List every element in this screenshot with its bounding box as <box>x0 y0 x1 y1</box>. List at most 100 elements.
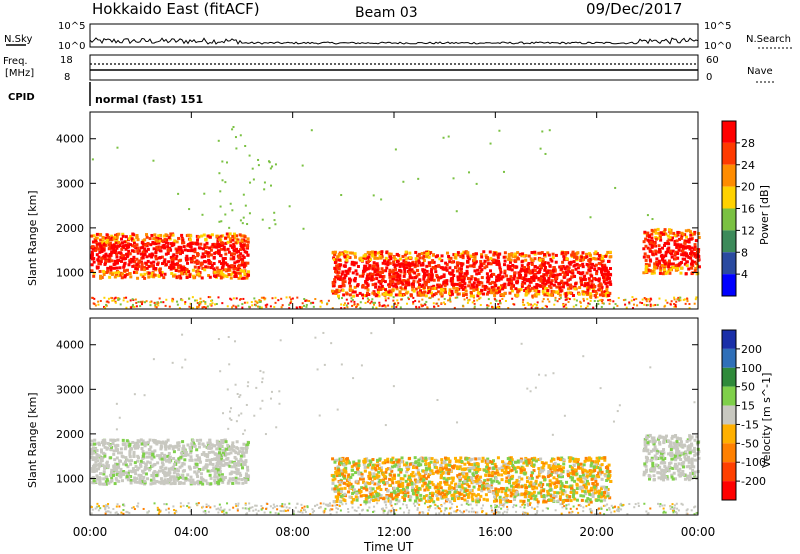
echo-cell <box>617 506 620 509</box>
echo-cell <box>616 304 619 307</box>
echo-cell <box>199 438 203 442</box>
echo-cell <box>242 193 245 196</box>
echo-cell <box>209 266 213 270</box>
echo-cell <box>125 255 129 259</box>
echo-cell <box>674 305 677 308</box>
echo-cell <box>573 298 576 301</box>
echo-cell <box>654 235 658 239</box>
echo-cell <box>409 262 413 266</box>
colorbar-segment <box>722 164 736 187</box>
echo-cell <box>419 293 423 297</box>
echo-cell <box>124 256 128 260</box>
echo-cell <box>194 242 198 246</box>
echo-cell <box>495 511 498 514</box>
echo-cell <box>117 251 121 255</box>
echo-cell <box>156 506 159 509</box>
echo-cell <box>216 242 220 246</box>
echo-cell <box>362 480 366 484</box>
echo-cell <box>101 269 105 273</box>
echo-cell <box>94 460 98 464</box>
echo-cell <box>198 304 201 307</box>
echo-cell <box>589 216 592 219</box>
echo-cell <box>406 278 410 282</box>
echo-cell <box>374 294 378 298</box>
echo-cell <box>600 300 603 303</box>
echo-cell <box>406 506 409 509</box>
echo-cell <box>497 288 501 292</box>
echo-cell <box>178 465 182 469</box>
echo-cell <box>172 243 176 247</box>
echo-cell <box>167 511 170 514</box>
echo-cell <box>514 252 518 256</box>
echo-cell <box>334 270 338 274</box>
echo-cell <box>685 509 688 512</box>
echo-cell <box>672 511 675 514</box>
echo-cell <box>504 299 507 302</box>
echo-cell <box>559 296 562 299</box>
echo-cell <box>130 506 133 509</box>
echo-cell <box>589 262 593 266</box>
echo-cell <box>129 299 132 302</box>
echo-cell <box>526 270 530 274</box>
echo-cell <box>663 269 667 273</box>
echo-cell <box>608 267 612 271</box>
echo-cell <box>187 465 191 469</box>
echo-cell <box>443 267 447 271</box>
echo-cell <box>301 506 304 509</box>
echo-cell <box>105 259 109 263</box>
echo-cell <box>541 509 544 512</box>
echo-cell <box>367 255 371 259</box>
echo-cell <box>598 293 602 297</box>
echo-cell <box>529 257 533 261</box>
echo-cell <box>373 482 377 486</box>
echo-cell <box>500 507 503 510</box>
echo-cell <box>329 504 332 507</box>
echo-cell <box>131 264 135 268</box>
echo-cell <box>380 284 384 288</box>
echo-cell <box>517 289 521 293</box>
echo-cell <box>114 301 117 304</box>
echo-cell <box>555 285 559 289</box>
echo-cell <box>228 232 232 236</box>
echo-cell <box>647 263 651 267</box>
echo-cell <box>208 446 212 450</box>
echo-cell <box>576 270 580 274</box>
echo-cell <box>674 264 678 268</box>
echo-cell <box>154 255 158 259</box>
echo-cell <box>664 511 667 514</box>
echo-cell <box>125 273 129 277</box>
echo-cell <box>244 459 248 463</box>
echo-cell <box>679 261 683 265</box>
echo-cell <box>649 507 652 510</box>
echo-cell <box>609 255 613 259</box>
echo-cell <box>257 158 260 161</box>
echo-cell <box>228 240 232 244</box>
echo-cell <box>674 268 678 272</box>
echo-cell <box>593 299 596 302</box>
echo-cell <box>453 255 457 259</box>
echo-cell <box>131 467 135 471</box>
echo-cell <box>202 505 205 508</box>
echo-cell <box>132 450 136 454</box>
echo-cell <box>425 300 428 303</box>
echo-cell <box>303 304 306 307</box>
echo-cell <box>209 248 213 252</box>
echo-cell <box>534 293 538 297</box>
echo-cell <box>141 461 145 465</box>
echo-cell <box>648 234 652 238</box>
echo-cell <box>114 300 117 303</box>
echo-cell <box>181 447 185 451</box>
power-data <box>90 126 701 310</box>
echo-cell <box>650 228 654 232</box>
echo-cell <box>593 267 597 271</box>
echo-cell <box>221 260 225 264</box>
echo-cell <box>392 255 396 259</box>
echo-cell <box>677 509 680 512</box>
echo-cell <box>373 510 376 513</box>
echo-cell <box>373 253 377 257</box>
echo-cell <box>173 512 176 515</box>
echo-cell <box>138 481 142 485</box>
echo-cell <box>336 265 340 269</box>
echo-cell <box>103 255 107 259</box>
echo-cell <box>675 267 679 271</box>
